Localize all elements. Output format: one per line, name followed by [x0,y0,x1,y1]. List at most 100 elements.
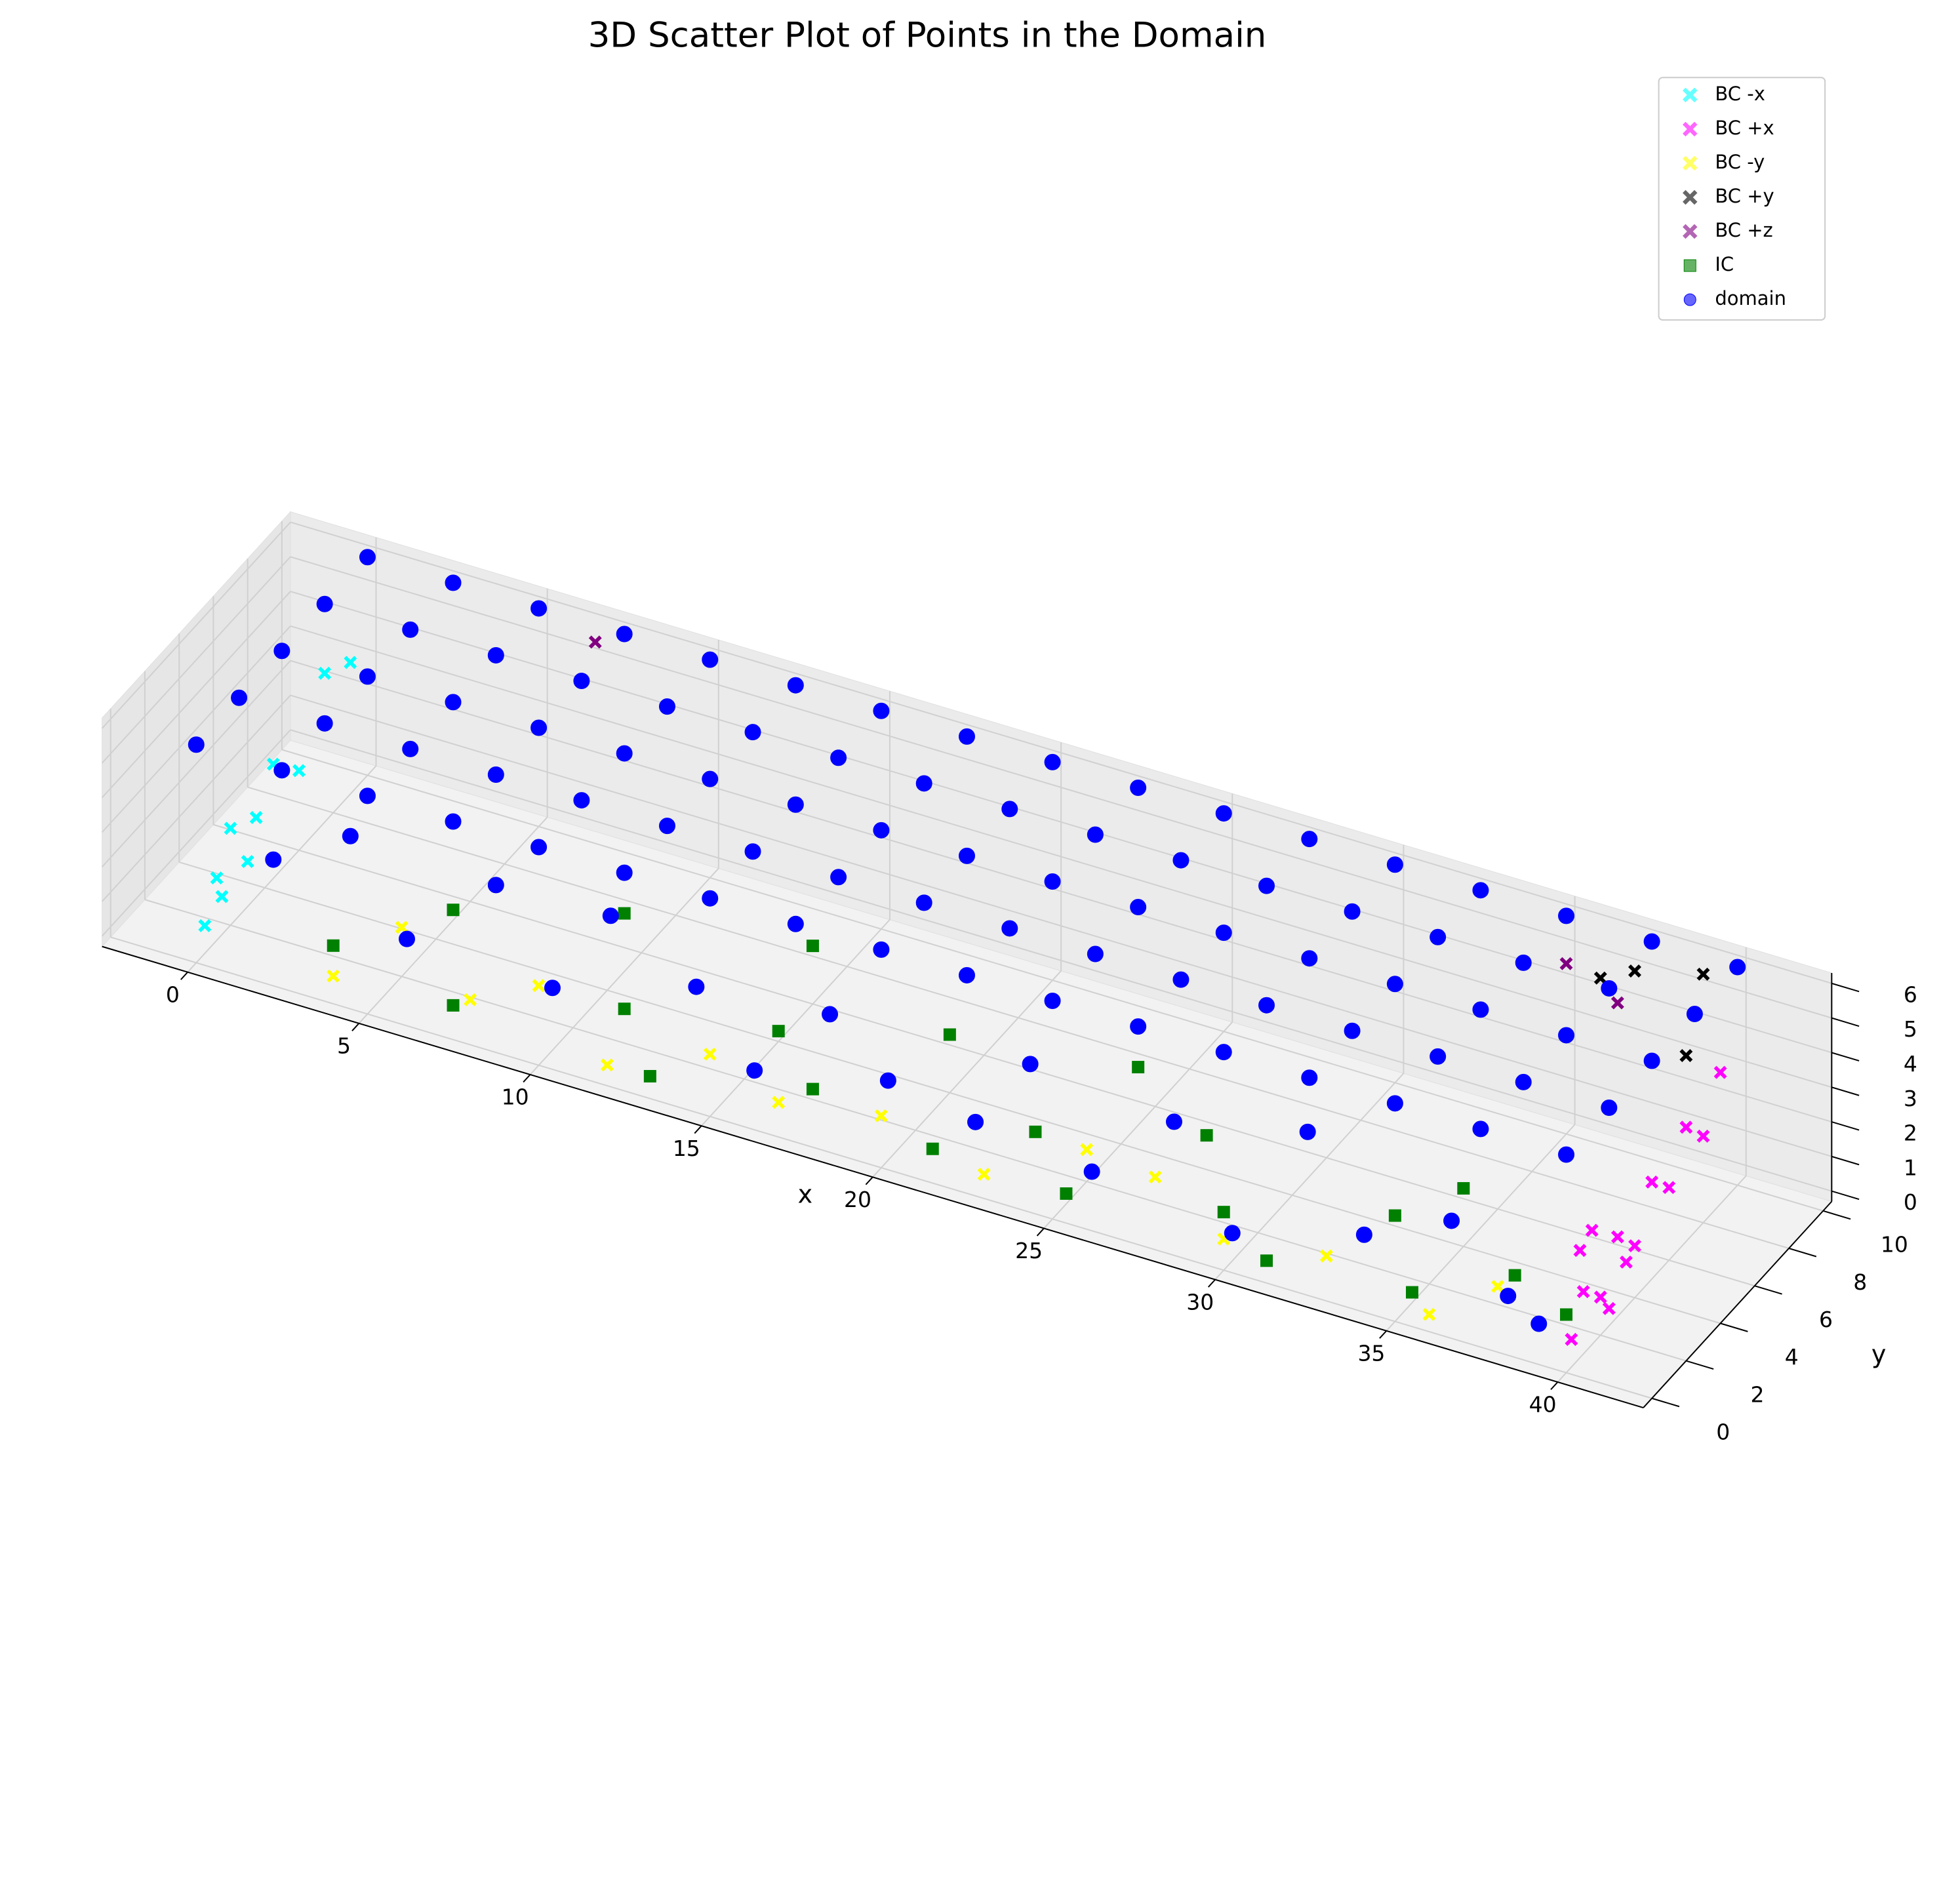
grid-line [144,899,1687,1362]
data-point [447,903,460,917]
data-point [1472,1001,1489,1018]
data-point [744,724,761,741]
data-point [1443,1212,1460,1229]
data-point [210,871,224,885]
tick-label: 6 [1819,1307,1833,1332]
tick-label: 15 [673,1136,700,1161]
data-point [1172,971,1190,988]
grid-line [1214,1073,1405,1280]
data-point [1355,1226,1372,1243]
data-point [1344,1022,1361,1039]
data-point [616,864,633,881]
tick-label: 2 [1904,1121,1917,1146]
grid-line [290,625,1832,1088]
data-point [1029,1125,1042,1138]
grid [101,521,1832,1399]
data-point [1593,1290,1607,1304]
data-point [702,770,719,787]
data-point [926,1142,939,1155]
data-point [342,827,359,844]
data-point [1576,1285,1590,1298]
data-point [1130,780,1147,797]
data-point [1130,1018,1147,1035]
data-point [241,855,254,868]
data-point [1217,1206,1230,1219]
legend-marker [1683,155,1698,171]
grid-line [213,823,1755,1287]
data-point [1619,1255,1633,1269]
data-point [1083,1163,1100,1180]
data-point [958,847,975,864]
data-point [830,869,847,886]
data-point [573,792,590,809]
data-point [601,1058,614,1072]
tick-mark [1379,1330,1388,1339]
legend-label: BC +x [1715,117,1774,139]
data-point [273,643,290,660]
grid-line [290,694,1832,1157]
tick-mark [694,1125,702,1134]
data-point [772,1025,785,1038]
grid-line [101,694,291,902]
data-point [1573,1244,1587,1258]
data-point [1301,950,1318,967]
data-point [292,764,306,778]
data-point [616,745,633,762]
grid-line [247,786,1790,1249]
data-point [1215,924,1232,942]
tick-mark [351,1023,360,1031]
data-point [1301,831,1318,848]
data-point [874,1109,888,1122]
data-point [1643,933,1660,950]
data-point [402,621,419,638]
tick-label: 10 [1881,1232,1908,1258]
data-point [658,818,675,835]
data-point [530,719,548,736]
data-point [1132,1061,1145,1074]
legend-label: BC +y [1715,185,1774,207]
data-point [1558,1027,1575,1044]
grid-line [110,936,1652,1399]
data-point [618,1002,631,1016]
tick-label: 40 [1529,1392,1557,1418]
data-point [943,1028,956,1041]
data-point [1148,1170,1162,1184]
data-point [316,715,333,732]
data-point [1386,1095,1403,1112]
data-point [1628,1239,1641,1253]
grid-line [358,816,548,1024]
grid-line [872,970,1062,1178]
data-point [1515,954,1532,971]
data-point [1130,899,1147,916]
legend: BC -x BC +x BC -y BC +y BC +z IC domain [1658,77,1826,321]
data-point [1215,805,1232,822]
data-point [1645,1175,1659,1189]
legend-label: IC [1715,253,1734,275]
data-point [359,549,376,566]
data-point [1087,945,1104,962]
legend-marker [1683,224,1698,239]
tick-mark [1550,1381,1559,1391]
grid-line [101,660,291,867]
tick-label: 5 [337,1033,351,1059]
tick-mark [1207,1279,1216,1288]
data-point [1558,1146,1575,1163]
data-point [1430,928,1447,945]
data-point [1258,877,1275,894]
data-point [1593,971,1607,985]
data-point [958,728,975,745]
legend-marker [1683,87,1698,103]
data-point [1686,1006,1703,1023]
grid-line [101,729,291,937]
data-point [1601,980,1618,997]
data-point [616,625,633,643]
data-point [1386,856,1403,873]
data-point [1628,964,1641,978]
grid-line [290,660,1832,1123]
data-point [1319,1249,1333,1263]
grid-line [101,521,291,729]
tick-label: 0 [1904,1189,1917,1215]
tick-label: 10 [502,1084,529,1110]
data-point [1060,1187,1073,1200]
tick-mark [1831,1017,1860,1027]
